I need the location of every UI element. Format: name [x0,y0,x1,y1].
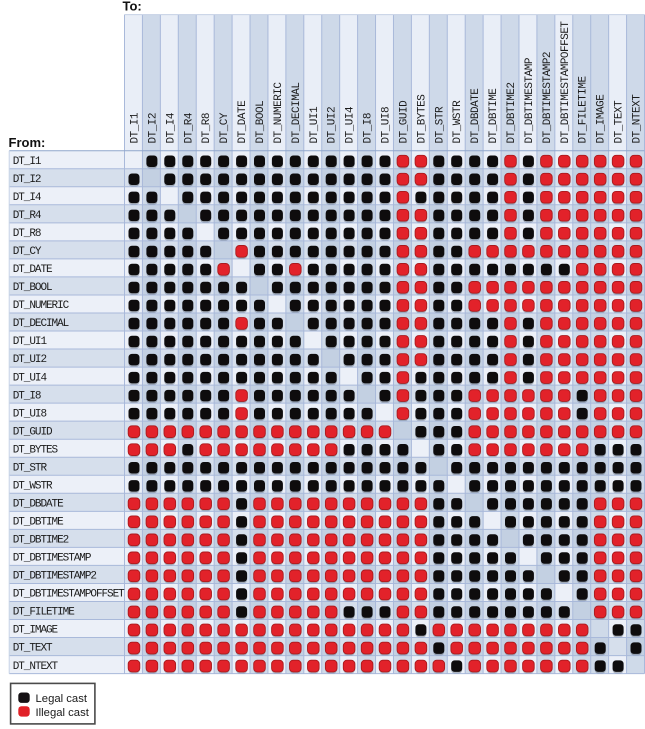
svg-text:DT_DBTIMESTAMPOFFSET: DT_DBTIMESTAMPOFFSET [560,21,572,144]
svg-text:DT_CY: DT_CY [13,246,42,258]
svg-text:DT_DBTIMESTAMP: DT_DBTIMESTAMP [524,57,536,143]
svg-text:DT_DBTIME2: DT_DBTIME2 [13,535,69,547]
svg-text:DT_IMAGE: DT_IMAGE [13,625,59,637]
svg-text:DT_UI1: DT_UI1 [13,336,48,348]
svg-text:From:: From: [9,135,46,150]
svg-text:DT_UI8: DT_UI8 [381,107,393,144]
svg-text:DT_STR: DT_STR [13,462,48,474]
svg-text:DT_UI4: DT_UI4 [345,106,357,144]
svg-text:DT_CY: DT_CY [219,112,231,143]
svg-text:DT_NUMERIC: DT_NUMERIC [273,82,285,144]
svg-text:DT_WSTR: DT_WSTR [13,480,53,492]
svg-text:DT_BOOL: DT_BOOL [13,282,52,294]
svg-text:Legal cast: Legal cast [36,693,88,705]
svg-text:DT_FILETIME: DT_FILETIME [578,75,590,143]
svg-text:DT_DBTIMESTAMP2: DT_DBTIMESTAMP2 [13,571,97,583]
svg-text:DT_IMAGE: DT_IMAGE [596,94,608,144]
svg-text:DT_NTEXT: DT_NTEXT [632,94,644,144]
svg-text:DT_UI2: DT_UI2 [13,354,47,366]
svg-text:DT_DATE: DT_DATE [13,264,53,276]
svg-text:DT_I4: DT_I4 [13,192,42,204]
svg-text:DT_DECIMAL: DT_DECIMAL [291,82,303,143]
svg-text:DT_TEXT: DT_TEXT [614,100,626,144]
svg-text:DT_I4: DT_I4 [165,112,177,143]
svg-text:DT_UI8: DT_UI8 [13,408,47,420]
svg-text:DT_R8: DT_R8 [201,113,213,144]
svg-text:DT_GUID: DT_GUID [13,426,53,438]
svg-text:DT_I1: DT_I1 [13,156,42,168]
svg-text:DT_BYTES: DT_BYTES [416,94,428,144]
svg-text:DT_I2: DT_I2 [13,174,41,186]
svg-text:DT_STR: DT_STR [434,106,446,144]
svg-text:DT_R4: DT_R4 [183,112,195,143]
svg-text:DT_NUMERIC: DT_NUMERIC [13,300,70,312]
svg-text:DT_TEXT: DT_TEXT [13,643,53,655]
svg-text:Illegal cast: Illegal cast [36,707,90,719]
svg-text:DT_I8: DT_I8 [363,113,375,144]
svg-text:DT_DBTIMESTAMP: DT_DBTIMESTAMP [13,553,92,565]
svg-text:DT_NTEXT: DT_NTEXT [13,661,59,673]
svg-text:DT_R8: DT_R8 [13,228,41,240]
svg-text:DT_DBDATE: DT_DBDATE [13,498,64,510]
svg-text:DT_DBTIME: DT_DBTIME [13,517,64,529]
svg-text:To:: To: [123,0,142,14]
svg-text:DT_GUID: DT_GUID [398,100,410,144]
svg-text:DT_DATE: DT_DATE [237,100,249,144]
svg-text:DT_I2: DT_I2 [147,113,159,144]
svg-text:DT_UI1: DT_UI1 [309,106,321,144]
svg-text:DT_R4: DT_R4 [13,210,42,222]
svg-text:DT_DBDATE: DT_DBDATE [470,88,482,144]
svg-text:DT_I8: DT_I8 [13,390,41,402]
svg-text:DT_WSTR: DT_WSTR [452,100,464,144]
svg-text:DT_DBTIMESTAMP2: DT_DBTIMESTAMP2 [542,52,554,144]
svg-text:DT_BOOL: DT_BOOL [255,101,267,144]
svg-text:DT_DECIMAL: DT_DECIMAL [13,318,69,330]
svg-text:DT_DBTIME: DT_DBTIME [488,88,500,144]
svg-text:DT_BYTES: DT_BYTES [13,444,59,456]
svg-text:DT_I1: DT_I1 [129,112,141,143]
svg-text:DT_DBTIMESTAMPOFFSET: DT_DBTIMESTAMPOFFSET [13,589,125,601]
svg-text:DT_UI4: DT_UI4 [13,372,48,384]
svg-text:DT_UI2: DT_UI2 [327,107,339,144]
svg-text:DT_FILETIME: DT_FILETIME [13,607,76,619]
svg-text:DT_DBTIME2: DT_DBTIME2 [506,82,518,143]
